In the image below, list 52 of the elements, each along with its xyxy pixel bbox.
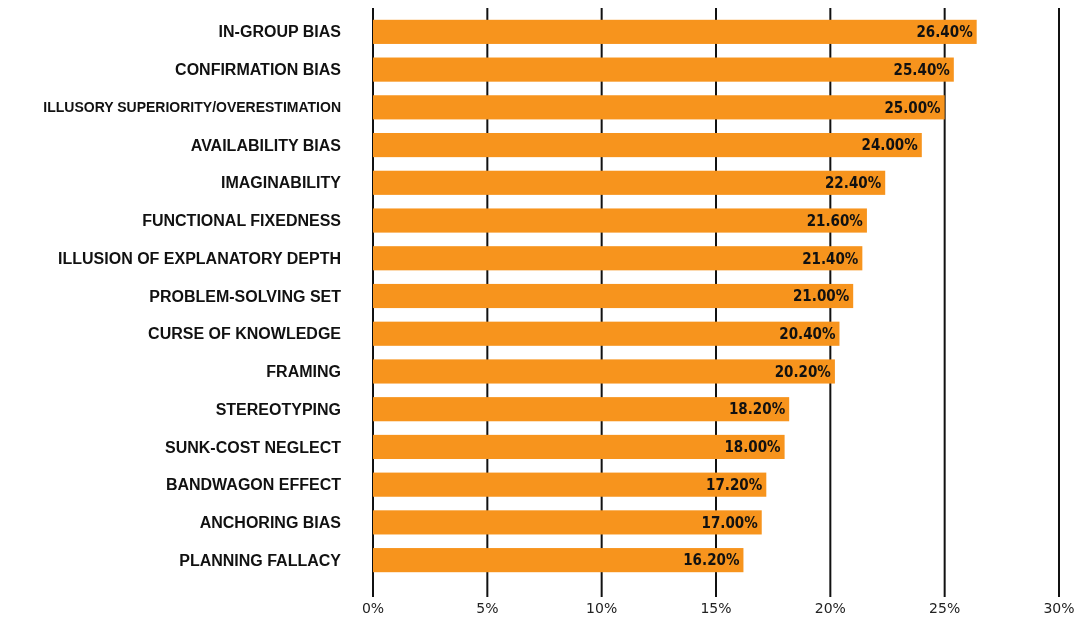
bar [373,19,977,44]
data-label: 24.00% [861,136,919,155]
y-tick-label: ILLUSORY SUPERIORITY/OVERESTIMATION [43,99,341,116]
bar [373,170,886,195]
bar [373,510,762,535]
y-tick-label: PROBLEM-SOLVING SET [149,287,342,305]
bar [373,434,785,460]
x-tick-label: 30% [1043,600,1075,616]
data-label: 25.00% [884,98,942,117]
x-tick-label: 10% [586,600,618,616]
y-tick-label: ILLUSION OF EXPLANATORY DEPTH [58,249,341,267]
y-tick-label: IN-GROUP BIAS [218,23,342,41]
bar [373,283,854,309]
data-label: 18.00% [724,438,782,457]
data-label: 21.40% [802,249,859,268]
y-tick-label: BANDWAGON EFFECT [165,476,342,494]
x-tick-label: 0% [361,600,385,616]
bar [373,397,790,422]
bar [373,57,954,82]
bar [373,548,744,573]
data-label: 18.20% [728,400,786,419]
data-label: 20.20% [774,362,832,381]
data-label: 26.40% [916,23,974,42]
x-tick-label: 20% [814,600,846,616]
data-label: 16.20% [683,551,740,570]
bar [373,472,767,497]
y-tick-label: STEREOTYPING [215,400,341,418]
bar [373,321,840,346]
y-tick-label: FRAMING [266,363,341,381]
data-label: 22.40% [824,174,882,193]
y-tick-label: ANCHORING BIAS [199,514,342,531]
bar [373,246,863,271]
y-tick-label: CURSE OF KNOWLEDGE [148,325,342,343]
y-tick-label: FUNCTIONAL FIXEDNESS [142,212,342,230]
data-label: 17.00% [701,513,759,532]
y-tick-label: CONFIRMATION BIAS [175,61,342,79]
x-tick-label: 25% [929,600,961,616]
bar [373,208,867,233]
bar [373,132,922,158]
y-tick-label: PLANNING FALLACY [179,551,342,569]
x-tick-label: 5% [476,600,499,616]
data-label: 21.00% [792,287,850,306]
y-tick-label: SUNK-COST NEGLECT [165,438,342,456]
data-label: 17.20% [706,475,763,494]
y-tick-label: AVAILABILITY BIAS [190,136,342,154]
y-tick-label: IMAGINABILITY [221,174,342,192]
x-tick-label: 15% [700,600,732,616]
data-label: 20.40% [779,324,836,343]
bar [373,359,835,384]
data-label: 25.40% [893,60,951,79]
data-label: 21.60% [806,211,864,230]
bar [373,95,945,120]
